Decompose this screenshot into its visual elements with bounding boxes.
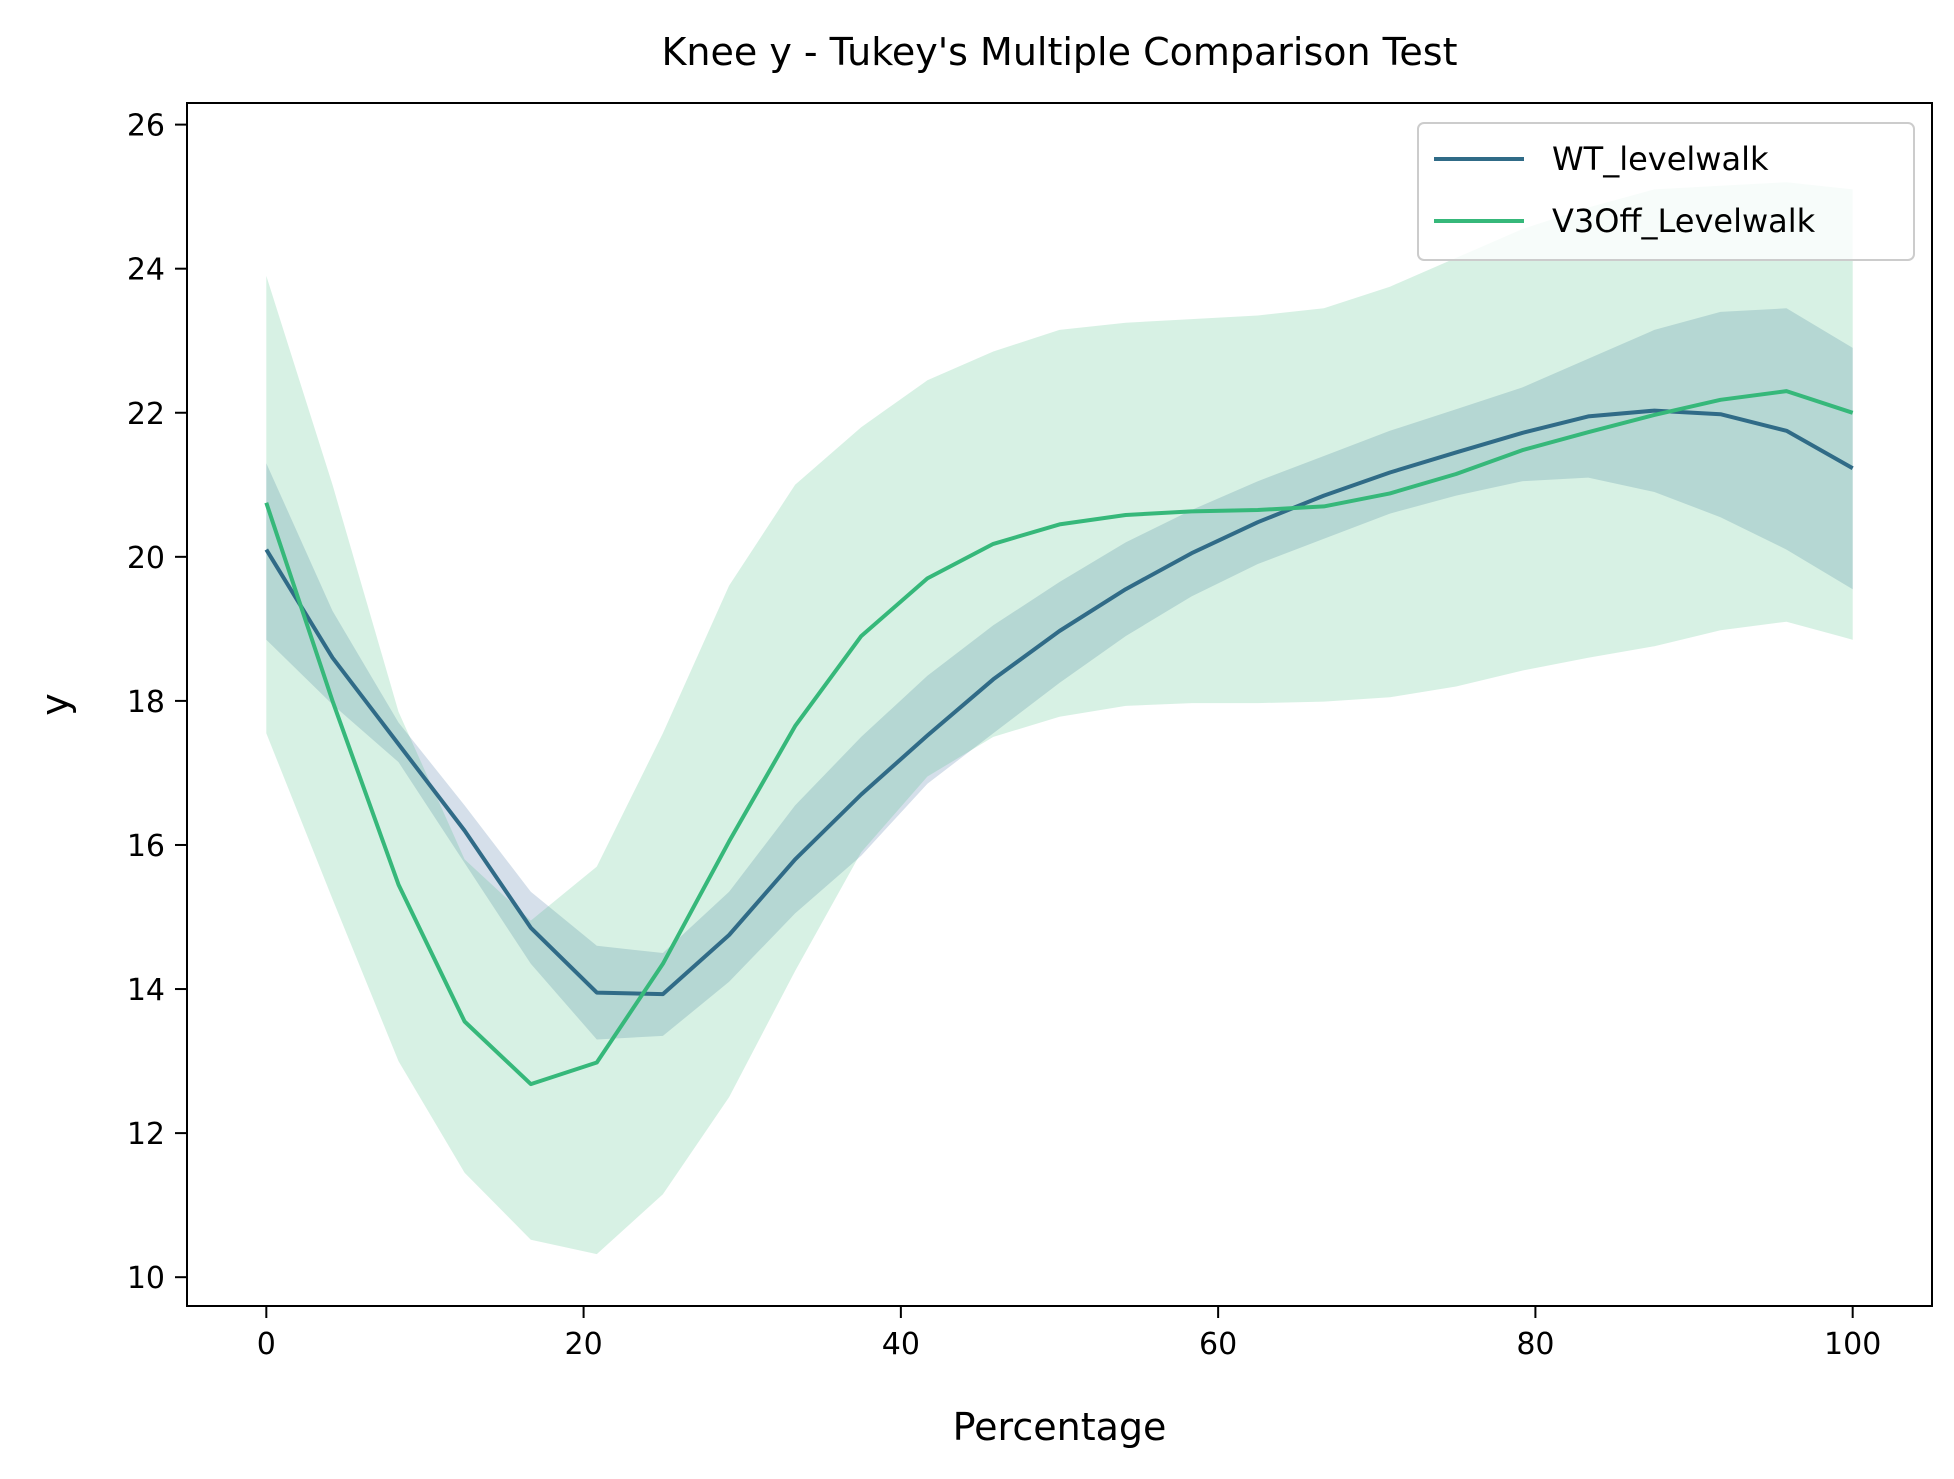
y-tick-label: 14 [127, 973, 165, 1008]
x-tick-label: 80 [1516, 1327, 1554, 1362]
x-tick-label: 40 [882, 1327, 920, 1362]
chart-title: Knee y - Tukey's Multiple Comparison Tes… [661, 30, 1457, 74]
x-axis-label: Percentage [953, 1405, 1167, 1449]
legend-label-1: WT_levelwalk [1552, 140, 1769, 178]
y-tick-label: 16 [127, 829, 165, 864]
x-axis-ticks: 0 20 40 60 80 100 [257, 1306, 1881, 1362]
legend-entries: WT_levelwalk V3Off_Levelwalk [1434, 140, 1816, 240]
x-tick-label: 100 [1824, 1327, 1881, 1362]
plot-frame [186, 102, 1933, 1307]
confidence-band-2 [266, 182, 1853, 1255]
legend: WT_levelwalk V3Off_Levelwalk [1417, 122, 1915, 261]
y-tick-label: 26 [127, 109, 165, 144]
legend-box [1417, 122, 1915, 261]
x-tick-label: 0 [257, 1327, 276, 1362]
series-line-2 [264, 389, 1854, 1087]
y-tick-label: 12 [127, 1117, 165, 1152]
y-tick-label: 22 [127, 397, 165, 432]
confidence-bands [266, 182, 1853, 1255]
series-line-1 [264, 408, 1854, 997]
y-tick-label: 20 [127, 541, 165, 576]
y-tick-label: 10 [127, 1261, 165, 1296]
y-axis-label: y [33, 693, 77, 716]
confidence-band-1 [266, 308, 1853, 1040]
x-tick-label: 20 [564, 1327, 602, 1362]
legend-label-2: V3Off_Levelwalk [1552, 202, 1816, 240]
x-tick-label: 60 [1199, 1327, 1237, 1362]
series-lines [264, 389, 1854, 1087]
y-axis-ticks: 10 12 14 16 18 20 22 24 26 [127, 109, 187, 1296]
y-tick-label: 24 [127, 253, 165, 288]
y-tick-label: 18 [127, 685, 165, 720]
